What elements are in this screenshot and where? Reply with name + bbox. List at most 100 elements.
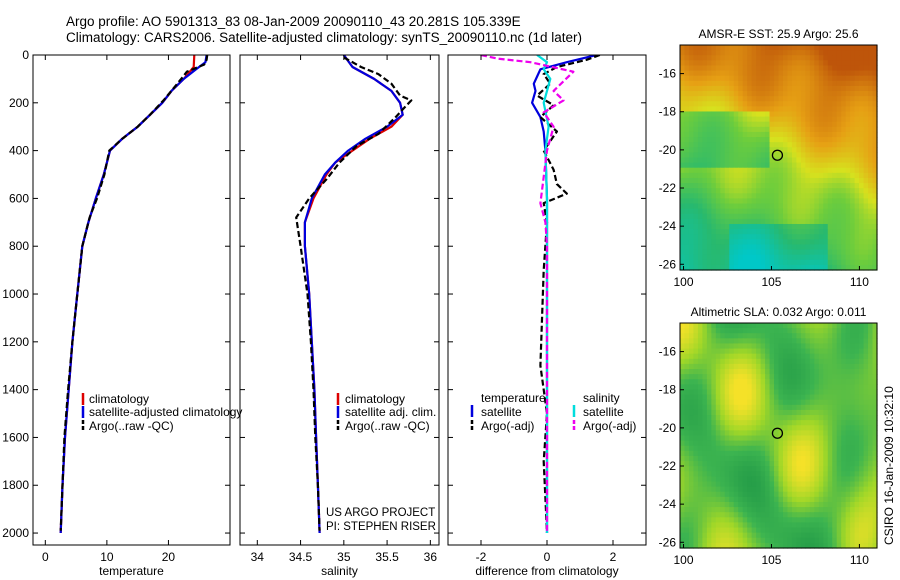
map-cell <box>711 512 717 518</box>
map-cell <box>823 435 829 442</box>
map-cell <box>832 420 838 426</box>
map-cell <box>751 259 757 266</box>
map-cell <box>836 358 842 365</box>
map-cell <box>706 213 712 220</box>
map-cell <box>845 208 851 215</box>
map-cell <box>715 213 721 220</box>
map-cell <box>680 542 686 549</box>
map-cell <box>724 374 730 380</box>
map-cell <box>782 532 789 539</box>
map-cell <box>787 323 793 329</box>
map-cell <box>720 183 726 189</box>
map-cell <box>756 126 762 133</box>
map-cell <box>751 486 757 493</box>
map-cell <box>693 218 699 225</box>
map-cell <box>868 239 874 246</box>
map-cell <box>697 203 703 210</box>
map-cell <box>742 198 748 205</box>
map-cell <box>720 409 726 416</box>
map-cell <box>863 507 869 513</box>
map-cell <box>680 183 686 189</box>
map-cell <box>756 384 762 391</box>
map-cell <box>693 430 699 437</box>
map-cell <box>832 374 838 380</box>
map-cell <box>684 450 690 457</box>
map-cell <box>778 193 784 200</box>
map-cell <box>800 369 806 375</box>
map-cell <box>782 121 789 128</box>
map-cell <box>787 532 793 539</box>
map-cell <box>796 496 802 503</box>
map-cell <box>809 420 815 426</box>
map-cell <box>733 466 739 472</box>
map-cell <box>863 399 869 406</box>
map-cell <box>711 50 717 56</box>
map-cell <box>827 142 833 148</box>
map-cell <box>738 430 744 437</box>
map-cell <box>782 394 789 401</box>
map-cell <box>791 116 798 123</box>
map-cell <box>756 80 762 87</box>
map-cell <box>827 384 833 391</box>
map-cell <box>814 172 820 179</box>
map-cell <box>823 157 829 164</box>
map-cell <box>724 60 730 67</box>
map-cell <box>729 542 735 549</box>
map-cell <box>850 476 856 483</box>
map-cell <box>760 126 766 133</box>
map-cell <box>715 80 721 87</box>
map-cell <box>827 527 833 534</box>
map-cell <box>738 45 744 51</box>
map-cell <box>823 471 829 478</box>
map-cell <box>688 466 695 472</box>
map-cell <box>742 481 748 488</box>
map-cell <box>724 471 730 478</box>
map-cell <box>863 65 869 72</box>
map-cell <box>841 55 847 61</box>
map-cell <box>872 177 878 184</box>
map-cell <box>818 177 824 184</box>
map-cell <box>724 157 730 164</box>
map-cell <box>742 162 748 169</box>
map-cell <box>724 116 730 123</box>
map-cell <box>693 85 699 92</box>
map-cell <box>823 223 829 230</box>
map-cell <box>769 333 775 339</box>
map-cell <box>747 394 753 401</box>
map-cell <box>702 430 708 437</box>
map-cell <box>684 379 690 385</box>
map-cell <box>841 440 847 447</box>
map-cell <box>697 244 703 251</box>
x-tick-label: 34 <box>251 550 265 564</box>
map-cell <box>859 394 865 401</box>
map-cell <box>697 343 703 350</box>
map-cell <box>747 85 753 92</box>
map-cell <box>809 343 815 350</box>
map-cell <box>711 157 717 164</box>
map-cell <box>747 353 753 360</box>
map-cell <box>733 374 739 380</box>
map-cell <box>872 229 878 235</box>
map-cell <box>724 481 730 488</box>
map-cell <box>733 542 739 549</box>
map-cell <box>742 121 748 128</box>
map-cell <box>688 234 695 240</box>
map-cell <box>715 85 721 92</box>
map-cell <box>711 486 717 493</box>
map-cell <box>733 249 739 256</box>
map-cell <box>693 486 699 493</box>
map-cell <box>814 85 820 92</box>
map-cell <box>724 420 730 426</box>
map-cell <box>715 75 721 82</box>
map-cell <box>693 157 699 164</box>
map-cell <box>688 193 695 200</box>
map-cell <box>747 389 753 396</box>
map-cell <box>733 522 739 529</box>
map-cell <box>720 466 726 472</box>
map-cell <box>742 363 748 370</box>
map-cell <box>769 507 775 513</box>
map-cell <box>854 50 860 56</box>
map-cell <box>823 527 829 534</box>
map-cell <box>769 239 775 246</box>
map-cell <box>863 121 869 128</box>
